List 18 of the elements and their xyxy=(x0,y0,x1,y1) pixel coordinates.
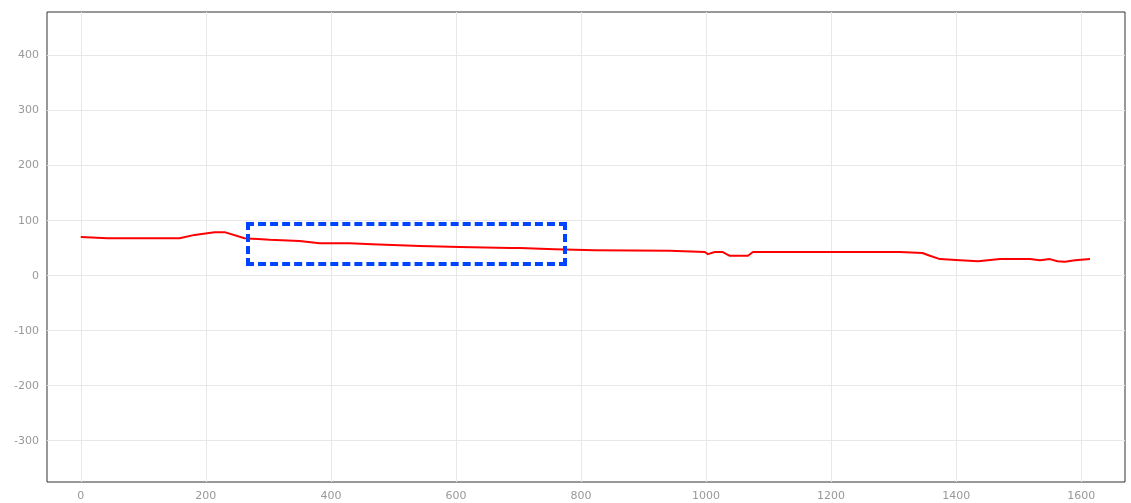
x-tick-label: 1200 xyxy=(817,489,846,502)
x-tick-label: 800 xyxy=(570,489,592,502)
x-tick-label: 400 xyxy=(320,489,342,502)
y-tick-label: 100 xyxy=(18,213,39,227)
x-tick-label: 200 xyxy=(195,489,217,502)
y-tick-label: 0 xyxy=(32,268,39,282)
y-tick-label: 200 xyxy=(18,158,39,172)
line-series xyxy=(79,231,1091,263)
x-tick-label: 1600 xyxy=(1067,489,1096,502)
y-tick-label: -300 xyxy=(14,433,39,447)
x-tick-label: 600 xyxy=(445,489,467,502)
y-tick-label: -200 xyxy=(14,378,39,392)
x-tick-label: 0 xyxy=(77,489,85,502)
y-tick-label: -100 xyxy=(14,323,39,337)
x-tick-label: 1400 xyxy=(942,489,971,502)
x-tick-label: 1000 xyxy=(692,489,721,502)
y-tick-label: 300 xyxy=(18,103,39,117)
y-tick-label: 400 xyxy=(18,48,39,62)
